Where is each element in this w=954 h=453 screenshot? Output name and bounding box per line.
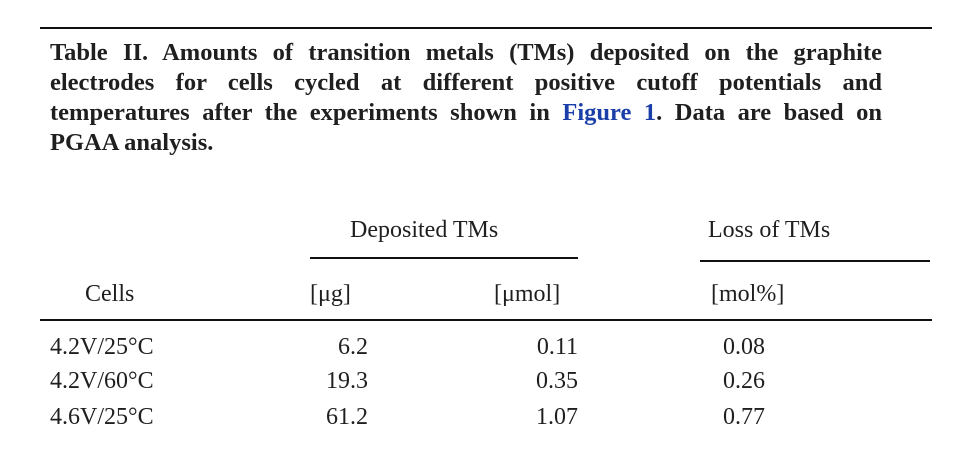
group-header-loss: Loss of TMs bbox=[708, 217, 831, 243]
top-rule bbox=[40, 27, 932, 29]
column-header-amount: [μmol] bbox=[494, 281, 561, 307]
loss-subrule bbox=[700, 260, 930, 262]
row-3-mass: 61.2 bbox=[326, 404, 368, 430]
column-header-cells: Cells bbox=[85, 281, 135, 307]
caption-tail: . Data are based on PGAA analysis. bbox=[50, 99, 882, 156]
table-caption: Table II. Amounts of transition metals (… bbox=[50, 38, 882, 158]
row-1-mass: 6.2 bbox=[338, 334, 368, 360]
row-2-mass: 19.3 bbox=[326, 368, 368, 394]
row-1-amount: 0.11 bbox=[536, 334, 578, 360]
row-2-loss: 0.26 bbox=[723, 368, 765, 394]
row-3-loss: 0.77 bbox=[723, 404, 765, 430]
header-rule bbox=[40, 319, 932, 321]
group-header-deposited: Deposited TMs bbox=[350, 217, 499, 243]
row-1-loss: 0.08 bbox=[723, 334, 765, 360]
row-2-cells: 4.2V/60°C bbox=[50, 368, 154, 394]
column-header-mass: [μg] bbox=[310, 281, 351, 307]
row-3-cells: 4.6V/25°C bbox=[50, 404, 154, 430]
column-header-loss: [mol%] bbox=[711, 281, 785, 307]
row-3-amount: 1.07 bbox=[536, 404, 578, 430]
caption-lead: Table II. Amounts of transition metals (… bbox=[50, 39, 882, 126]
figure-reference-link[interactable]: Figure 1 bbox=[562, 99, 657, 126]
row-2-amount: 0.35 bbox=[536, 368, 578, 394]
deposited-subrule bbox=[310, 257, 578, 259]
row-1-cells: 4.2V/25°C bbox=[50, 334, 154, 360]
